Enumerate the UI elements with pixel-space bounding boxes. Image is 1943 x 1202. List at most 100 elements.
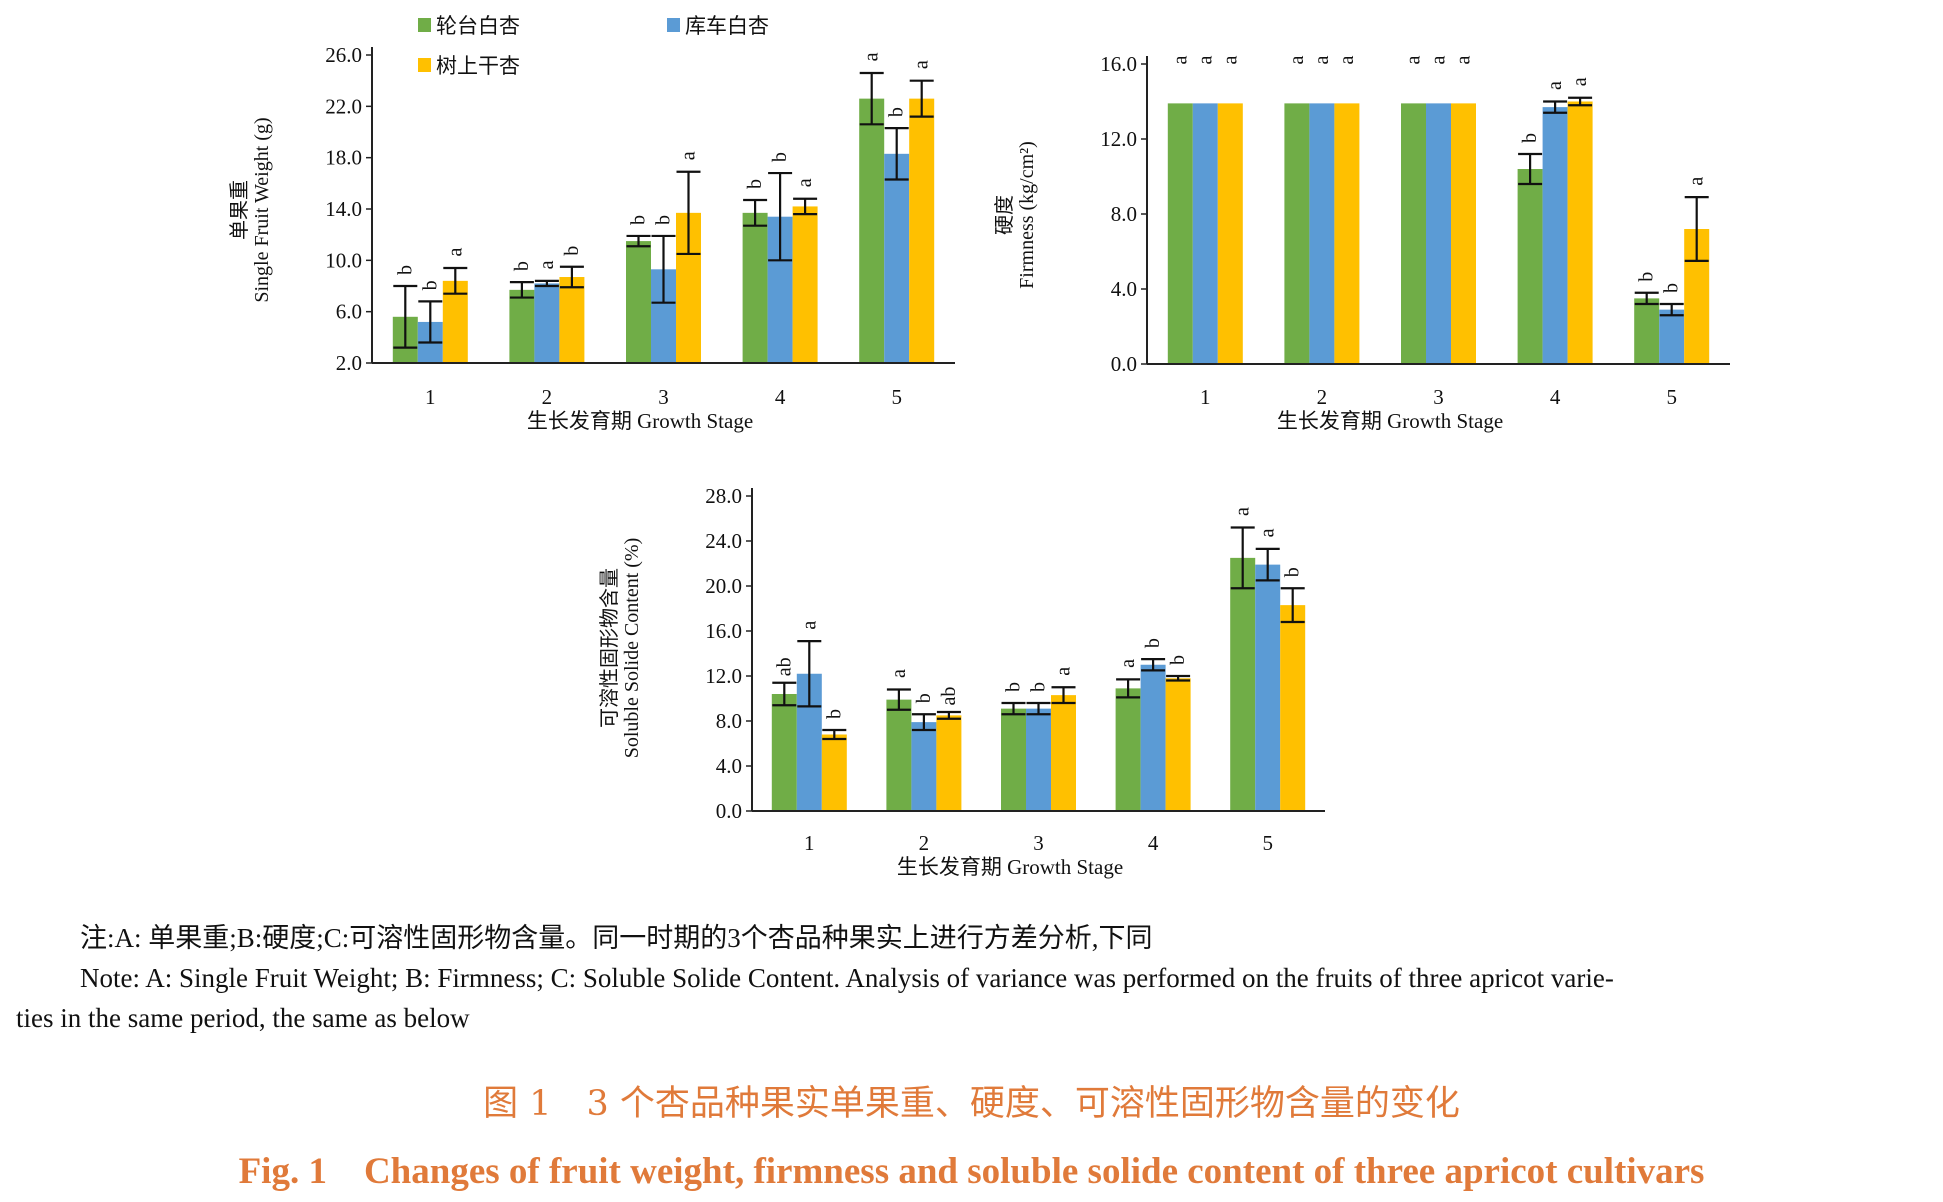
significance-label: b — [1167, 655, 1189, 665]
y-tick-label: 0.0 — [1111, 352, 1137, 376]
figure-note: 注:A: 单果重;B:硬度;C:可溶性固形物含量。同一时期的3个杏品种果实上进行… — [16, 918, 1936, 1038]
bar — [1517, 169, 1543, 364]
y-axis-title-en: Single Fruit Weight (g) — [251, 117, 273, 302]
bar — [559, 277, 585, 363]
significance-label: b — [1142, 638, 1164, 648]
x-axis-title: 生长发育期 Growth Stage — [1277, 409, 1503, 433]
significance-label: a — [1569, 77, 1591, 86]
bar — [859, 98, 885, 363]
bar — [821, 734, 847, 811]
figure-caption-english: Fig. 1 Changes of fruit weight, firmness… — [238, 1151, 1705, 1192]
x-tick-label: 3 — [1433, 385, 1444, 409]
bar — [1451, 103, 1476, 364]
bar — [1230, 557, 1256, 811]
bar — [1567, 101, 1593, 364]
significance-label: a — [888, 669, 910, 678]
y-axis-title-en: Firmness (kg/cm²) — [1016, 141, 1038, 289]
x-tick-label: 2 — [1317, 385, 1328, 409]
significance-label: b — [394, 265, 416, 275]
x-tick-label: 3 — [658, 385, 669, 409]
bar — [1659, 309, 1685, 364]
y-axis-title-en: Soluble Solide Content (%) — [621, 538, 643, 759]
bar — [1280, 605, 1306, 811]
significance-label: ab — [938, 687, 960, 706]
bar — [626, 241, 651, 363]
x-tick-label: 5 — [1666, 385, 1677, 409]
y-tick-label: 16.0 — [1100, 52, 1137, 76]
significance-label: a — [1219, 55, 1241, 64]
bar — [1140, 664, 1166, 811]
legend-label-1: 轮台白杏 — [436, 14, 520, 38]
y-tick-label: 8.0 — [716, 709, 742, 733]
bar — [1542, 107, 1568, 364]
significance-label: b — [419, 280, 441, 290]
bar — [1401, 103, 1426, 364]
y-tick-label: 12.0 — [1100, 127, 1137, 151]
significance-label: a — [536, 260, 558, 269]
significance-label: b — [1282, 567, 1304, 577]
bar — [1051, 695, 1076, 811]
y-tick-label: 0.0 — [716, 799, 742, 823]
y-tick-label: 16.0 — [705, 619, 742, 643]
bar — [1334, 103, 1360, 364]
significance-label: b — [823, 709, 845, 719]
significance-label: a — [678, 151, 700, 160]
y-tick-label: 2.0 — [336, 351, 362, 375]
chart-legend: 轮台白杏 库车白杏 树上干杏 — [418, 14, 769, 78]
legend-swatch-1 — [418, 18, 431, 32]
significance-label: a — [1403, 55, 1425, 64]
bar — [936, 715, 962, 811]
y-tick-label: 6.0 — [336, 300, 362, 324]
y-tick-label: 26.0 — [325, 43, 362, 67]
bar — [1026, 708, 1051, 811]
y-tick-label: 10.0 — [325, 248, 362, 272]
bar — [886, 699, 912, 811]
significance-label: b — [1636, 272, 1658, 282]
bar — [1001, 708, 1026, 811]
x-tick-label: 4 — [1148, 831, 1159, 855]
significance-label: a — [444, 247, 466, 256]
x-tick-label: 3 — [1033, 831, 1044, 855]
significance-label: b — [913, 693, 935, 703]
significance-label: a — [1194, 55, 1216, 64]
x-axis-title: 生长发育期 Growth Stage — [897, 855, 1123, 879]
bar — [1217, 103, 1243, 364]
bar — [1192, 103, 1218, 364]
significance-label: b — [1003, 682, 1025, 692]
x-axis-title: 生长发育期 Growth Stage — [527, 409, 753, 433]
significance-label: a — [861, 52, 883, 61]
bar — [792, 206, 818, 363]
x-tick-label: 1 — [804, 831, 815, 855]
significance-label: a — [1117, 659, 1139, 668]
legend-label-3: 树上干杏 — [436, 54, 520, 78]
significance-label: a — [1257, 528, 1279, 537]
significance-label: a — [1232, 507, 1254, 516]
significance-label: a — [1286, 55, 1308, 64]
bar — [884, 153, 910, 363]
x-tick-label: 1 — [1200, 385, 1211, 409]
y-axis-title-cn: 可溶性固形物含量 — [598, 568, 621, 728]
y-tick-label: 24.0 — [705, 529, 742, 553]
y-tick-label: 20.0 — [705, 574, 742, 598]
significance-label: a — [1053, 667, 1075, 676]
y-tick-label: 8.0 — [1111, 202, 1137, 226]
bar — [1165, 678, 1191, 811]
y-axis-title-cn: 硬度 — [993, 195, 1016, 235]
bar — [509, 289, 535, 363]
x-tick-label: 2 — [919, 831, 930, 855]
y-tick-label: 14.0 — [325, 197, 362, 221]
bar — [534, 283, 560, 363]
significance-label: b — [561, 246, 583, 256]
x-tick-label: 4 — [1550, 385, 1561, 409]
legend-swatch-2 — [667, 18, 680, 32]
bar — [742, 212, 768, 363]
significance-label: b — [511, 261, 533, 271]
y-tick-label: 12.0 — [705, 664, 742, 688]
bar — [1167, 103, 1193, 364]
significance-label: a — [1169, 55, 1191, 64]
y-tick-label: 22.0 — [325, 94, 362, 118]
bar — [909, 98, 935, 363]
